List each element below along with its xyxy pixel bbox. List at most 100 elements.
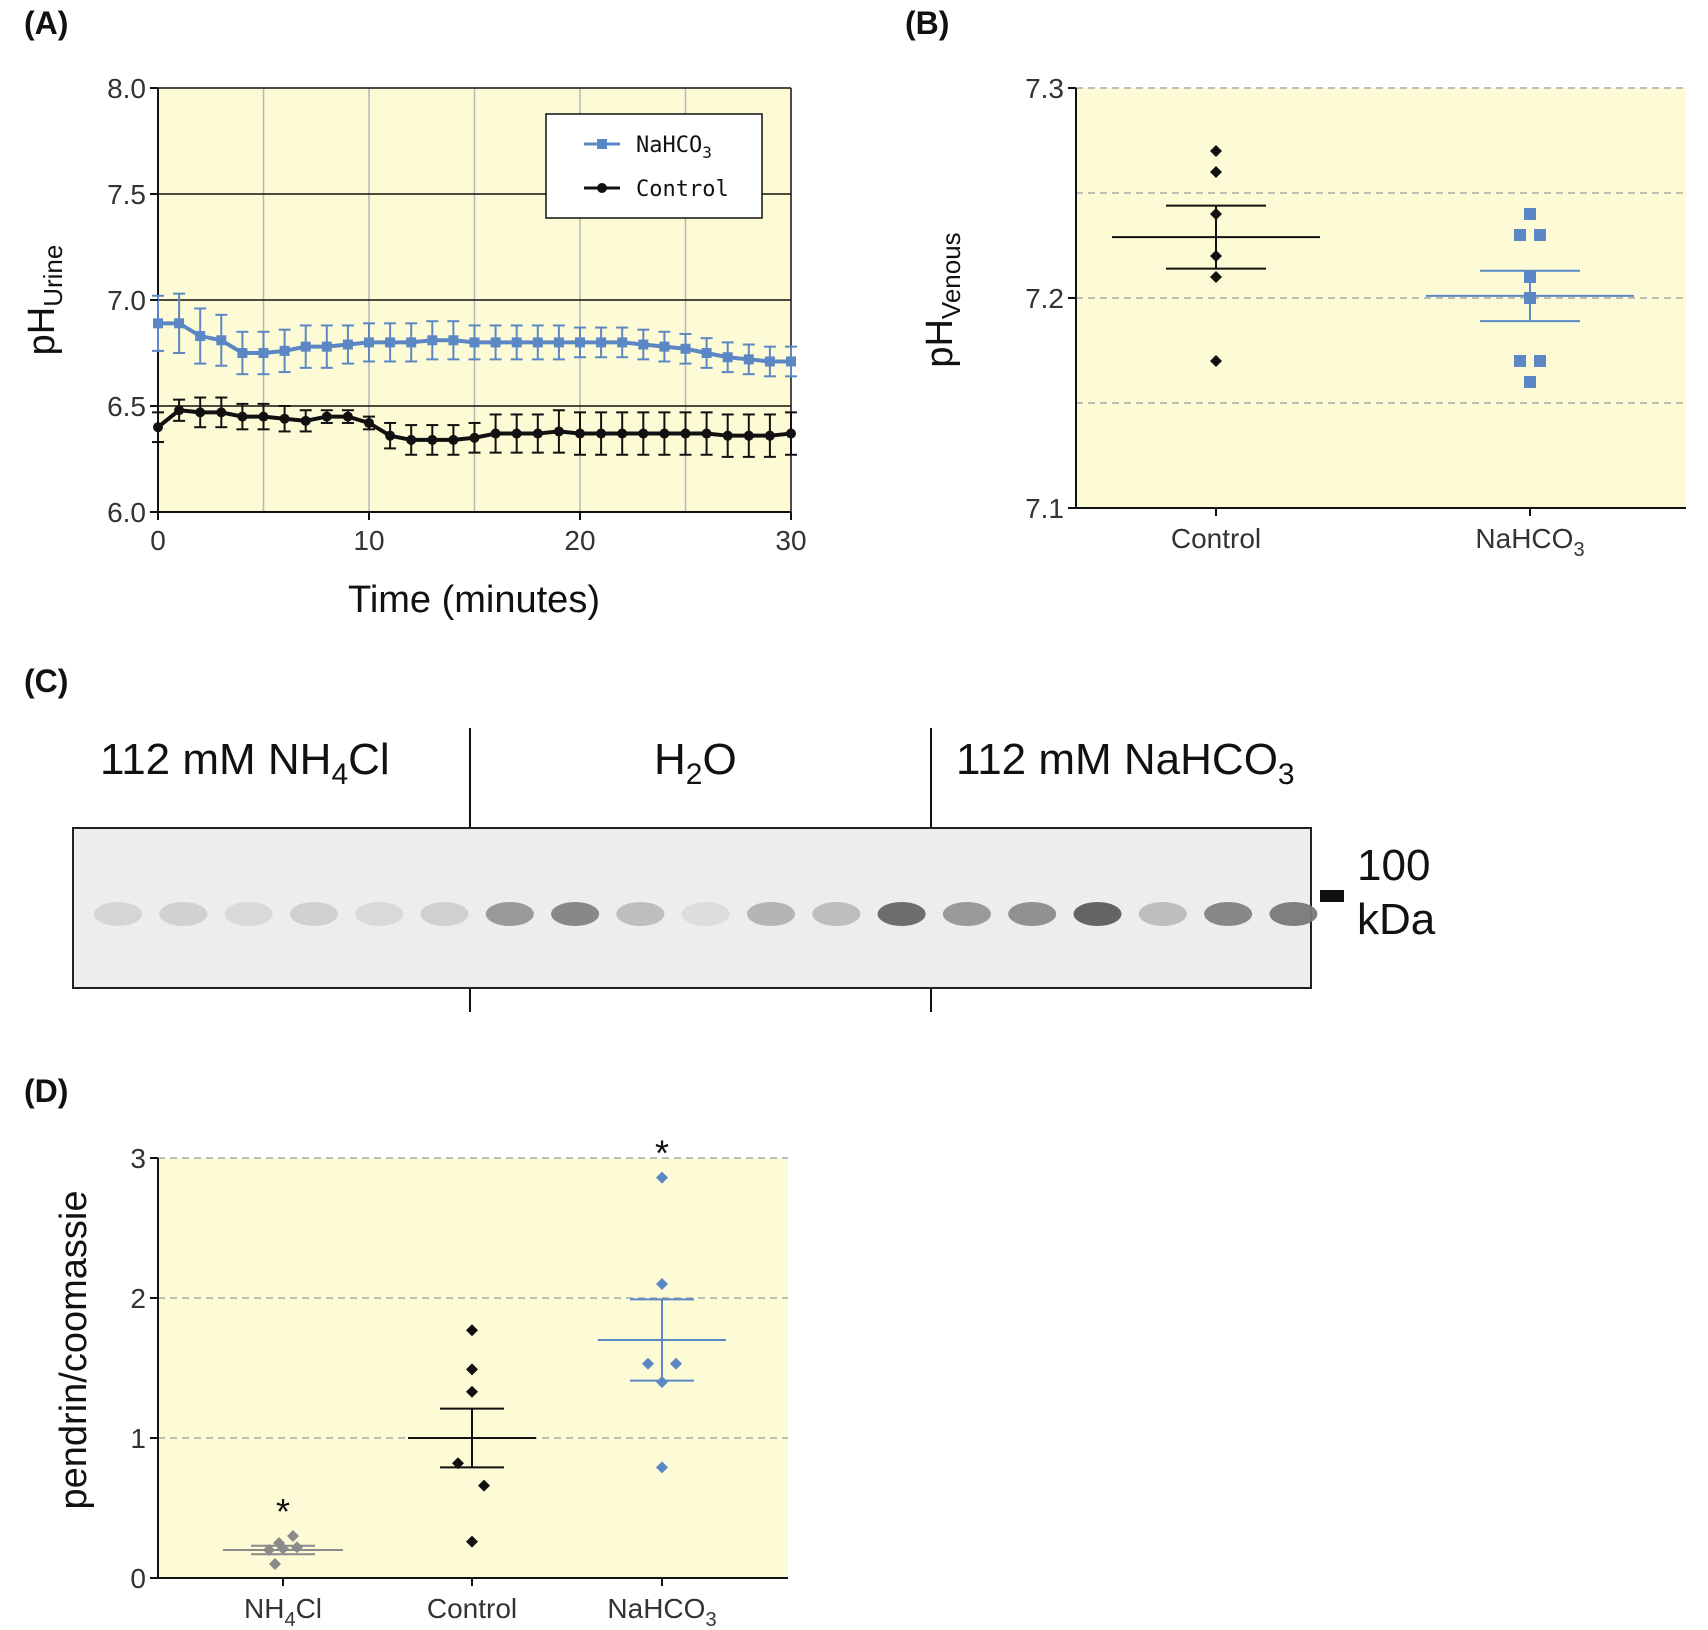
d-x-tick-label-main: NaHCO <box>607 1593 705 1624</box>
panel-label-d: (D) <box>24 1073 68 1109</box>
legend-marker-control <box>597 183 607 193</box>
panel-b-grid <box>1076 87 1686 404</box>
a-point-nahco3 <box>638 339 649 350</box>
blot-band <box>94 902 142 926</box>
a-point-control <box>300 415 311 426</box>
a-point-nahco3 <box>342 339 353 350</box>
blot-group-nh4cl-main: 112 mM NH <box>100 735 331 784</box>
panel-b-y-axis-title: pHVenous <box>919 232 966 367</box>
a-point-control <box>216 407 227 418</box>
panel-label-b: (B) <box>905 5 949 41</box>
b-x-tick-label: Control <box>1171 523 1261 554</box>
b-point-control <box>1210 271 1222 283</box>
d-x-tick-label: NaHCO3 <box>607 1593 716 1630</box>
d-point-control <box>466 1324 478 1337</box>
a-point-nahco3 <box>195 331 206 342</box>
d-point-nahco3 <box>656 1171 668 1184</box>
blot-band <box>420 902 469 926</box>
a-point-control <box>743 430 754 441</box>
b-y-tick-label: 7.1 <box>1025 493 1064 524</box>
legend-label-control: Control <box>636 177 729 202</box>
a-point-control <box>511 428 522 439</box>
b-x-tick-label-sub: 3 <box>1573 539 1584 561</box>
a-point-control <box>638 428 649 439</box>
blot-group-label-h2o: H2O <box>654 735 737 791</box>
d-point-nahco3 <box>670 1357 682 1370</box>
a-point-nahco3 <box>279 345 290 356</box>
a-point-control <box>153 422 163 433</box>
panel-a-line-chart: 6.0 6.5 7.0 7.5 8.0 0 10 20 30 Time (minutes) pH… <box>21 73 807 621</box>
a-point-control <box>575 428 585 439</box>
blot-band <box>877 902 926 926</box>
blot-band <box>1073 902 1122 926</box>
panel-a-series <box>152 292 797 458</box>
d-significance-star-nahco3: * <box>655 1133 669 1174</box>
a-point-control <box>764 430 775 441</box>
d-y-tick-label: 3 <box>130 1143 146 1174</box>
legend-marker-nahco3 <box>597 139 607 149</box>
a-point-control <box>617 428 628 439</box>
d-point-control <box>452 1457 464 1470</box>
a-point-nahco3 <box>743 354 754 365</box>
a-point-nahco3 <box>364 337 374 348</box>
a-y-tick-label: 6.0 <box>107 497 146 528</box>
a-point-control <box>321 411 332 422</box>
a-point-nahco3 <box>237 348 248 358</box>
blot-band <box>681 902 730 926</box>
a-x-tick-label: 10 <box>353 525 384 556</box>
a-point-nahco3 <box>427 335 438 346</box>
a-y-tick-label: 7.0 <box>107 285 146 316</box>
b-point-nahco3 <box>1524 208 1536 220</box>
blot-band <box>616 902 665 926</box>
panel-a-legend: NaHCO3 Control <box>545 113 763 219</box>
d-x-tick-label-sub: 3 <box>705 1609 716 1630</box>
panel-d-series: ** <box>223 1133 726 1570</box>
blot-band <box>1008 902 1057 926</box>
blot-band <box>942 902 991 926</box>
d-point-nh4cl <box>269 1558 281 1570</box>
blot-group-nahco3-main: 112 mM NaHCO <box>956 735 1278 784</box>
a-point-control <box>469 432 480 443</box>
panel-b-ticks: 7.1 7.2 7.3 Control NaHCO3 <box>1025 73 1585 561</box>
d-y-tick-label: 0 <box>130 1563 146 1594</box>
blot-group-h2o-sub: 2 <box>686 758 703 791</box>
d-point-control <box>466 1535 478 1548</box>
d-x-tick-label-main: Control <box>427 1593 517 1624</box>
a-point-nahco3 <box>617 337 628 348</box>
d-point-nahco3 <box>656 1461 668 1474</box>
b-point-nahco3 <box>1534 229 1546 241</box>
b-point-control <box>1210 145 1222 157</box>
panel-a-y-axis-sub: Urine <box>38 245 68 307</box>
blot-group-label-nh4cl: 112 mM NH4Cl <box>100 735 390 791</box>
a-point-nahco3 <box>469 337 480 348</box>
a-x-tick-label: 30 <box>775 525 806 556</box>
a-y-tick-label: 6.5 <box>107 391 146 422</box>
a-point-control <box>786 428 796 439</box>
b-x-tick-label-main: NaHCO <box>1475 523 1573 554</box>
b-x-tick-label-main: Control <box>1171 523 1261 554</box>
a-point-control <box>553 426 564 437</box>
a-point-nahco3 <box>511 337 522 348</box>
blot-band <box>485 902 534 926</box>
a-point-nahco3 <box>174 318 185 329</box>
a-point-nahco3 <box>490 337 501 348</box>
a-point-nahco3 <box>553 337 564 348</box>
a-point-control <box>659 428 670 439</box>
blot-band <box>1204 902 1253 926</box>
a-point-nahco3 <box>701 348 712 358</box>
a-point-nahco3 <box>532 337 543 348</box>
blot-group-nh4cl-sub: 4 <box>331 758 348 791</box>
b-point-nahco3 <box>1514 229 1526 241</box>
blot-bands <box>94 902 1318 926</box>
panel-a-x-axis-title: Time (minutes) <box>348 579 600 621</box>
a-point-control <box>258 411 269 422</box>
a-point-nahco3 <box>216 335 227 346</box>
a-point-nahco3 <box>680 343 691 354</box>
a-point-control <box>364 417 374 428</box>
d-point-nahco3 <box>656 1376 668 1388</box>
legend-label-nahco3-main: NaHCO <box>636 133 702 158</box>
a-point-control <box>342 411 353 422</box>
a-point-nahco3 <box>575 337 585 348</box>
a-point-control <box>701 428 712 439</box>
